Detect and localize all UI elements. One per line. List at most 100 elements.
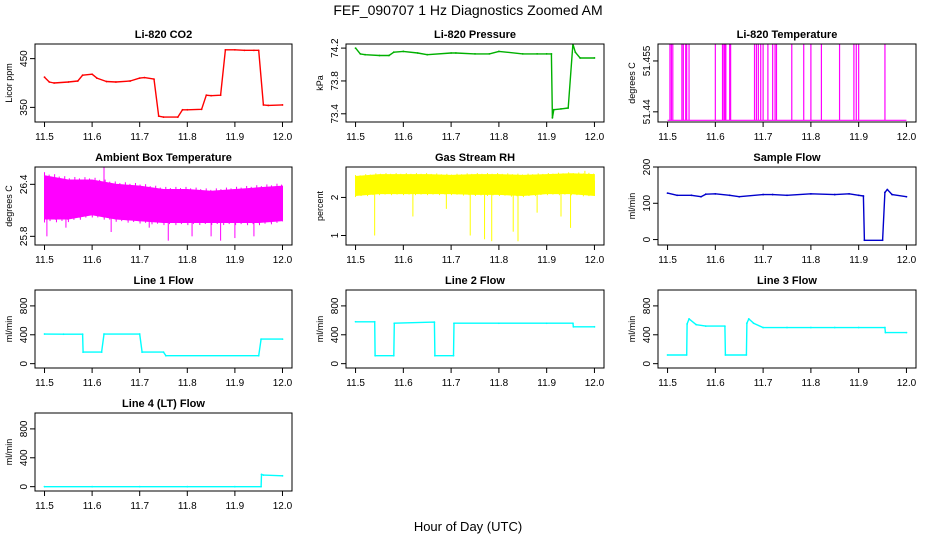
data-point (219, 94, 222, 97)
x-tick-label: 11.8 (178, 501, 197, 512)
data-point (688, 317, 690, 320)
y-tick-label: 800 (19, 420, 30, 437)
plot-frame (34, 166, 293, 246)
data-point (786, 194, 788, 197)
x-tick-label: 11.5 (658, 378, 677, 389)
data-point (373, 320, 376, 323)
panel-3: Li-820 Temperature 11.5 11.6 11.7 11.8 11.9 12… (627, 29, 917, 143)
x-tick-label: 11.6 (394, 255, 413, 266)
y-tick-label: 200 (642, 158, 653, 175)
data-point (886, 188, 889, 191)
data-point (666, 354, 669, 356)
x-tick-label: 11.7 (130, 132, 149, 143)
data-point (593, 325, 596, 328)
panel-title: Ambient Box Temperature (95, 152, 232, 164)
data-point (574, 51, 577, 54)
data-point (164, 354, 167, 357)
y-tick-label: 51.455 (642, 45, 653, 76)
y-axis-label: Licor ppm (4, 63, 14, 103)
data-point (676, 194, 679, 197)
y-axis-label: kPa (315, 75, 325, 91)
data-point (129, 80, 132, 82)
data-point (233, 48, 236, 51)
x-tick-label: 12.0 (585, 378, 605, 389)
x-tick-label: 11.7 (442, 132, 461, 143)
panel-title: Line 3 Flow (757, 275, 817, 287)
data-point (724, 354, 727, 356)
series-line (355, 44, 595, 119)
data-point (714, 192, 717, 195)
data-point (43, 485, 46, 488)
y-tick-label: 400 (330, 326, 341, 343)
data-point (863, 239, 866, 242)
data-point (186, 485, 189, 488)
x-tick-label: 11.6 (83, 132, 102, 143)
x-tick-label: 11.9 (226, 132, 245, 143)
data-point (666, 192, 669, 195)
data-point (884, 326, 886, 329)
data-point (857, 326, 860, 329)
figure-title: FEF_090707 1 Hz Diagnostics Zoomed AM (333, 2, 602, 18)
plot-frame (657, 166, 917, 246)
x-tick-label: 12.0 (897, 378, 917, 389)
x-tick-label: 11.9 (849, 132, 868, 143)
x-tick-label: 11.8 (490, 255, 509, 266)
plot-area (43, 48, 284, 119)
data-point (545, 322, 548, 325)
panel-6: Sample Flow 11.5 11.6 11.7 11.8 11.9 12.0 0 100 2… (627, 152, 917, 266)
data-point (257, 49, 260, 52)
data-point (453, 322, 455, 325)
y-tick-label: 1 (330, 232, 341, 238)
data-point (762, 193, 765, 196)
data-point (200, 108, 203, 111)
data-point (143, 76, 146, 79)
x-tick-label: 11.5 (346, 132, 365, 143)
series-line (667, 318, 907, 356)
x-tick-label: 11.9 (226, 255, 245, 266)
y-tick-label: 51.44 (642, 99, 653, 124)
data-point (354, 320, 357, 323)
data-point (686, 323, 689, 325)
plot-area (354, 44, 596, 119)
data-point (262, 104, 265, 106)
y-tick-label: 73.8 (330, 71, 341, 91)
data-point (833, 326, 836, 329)
plot-area (355, 170, 595, 242)
data-point (91, 73, 94, 76)
data-point (704, 193, 707, 196)
x-tick-label: 11.6 (83, 501, 102, 512)
data-point (552, 108, 555, 111)
y-axis-label: degrees C (4, 185, 14, 227)
x-tick-label: 11.6 (706, 255, 725, 266)
data-point (593, 57, 596, 59)
series-line (44, 473, 283, 488)
data-point (374, 354, 377, 357)
x-tick-label: 11.8 (802, 132, 821, 143)
panel-title: Li-820 Pressure (434, 29, 516, 41)
x-tick-label: 11.7 (130, 255, 149, 266)
panel-8: Line 2 Flow 11.5 11.6 11.7 11.8 11.9 12.0 0 400 8… (315, 275, 605, 389)
y-tick-label: 800 (642, 297, 653, 314)
x-tick-label: 12.0 (273, 132, 293, 143)
x-tick-label: 11.8 (490, 378, 509, 389)
data-point (105, 80, 108, 83)
data-point (695, 323, 698, 326)
data-point (281, 474, 284, 477)
x-tick-label: 11.5 (346, 255, 365, 266)
y-axis-label: ml/min (627, 316, 637, 343)
data-point (497, 322, 500, 325)
panel-title: Sample Flow (753, 152, 821, 164)
y-axis-label: ml/min (4, 316, 14, 343)
x-tick-label: 11.9 (537, 132, 556, 143)
data-point (43, 333, 46, 335)
data-point (857, 194, 860, 197)
y-tick-label: 73.4 (330, 104, 341, 124)
data-point (95, 77, 98, 80)
data-point (210, 94, 212, 97)
x-tick-label: 12.0 (585, 255, 605, 266)
x-tick-label: 11.5 (658, 132, 677, 143)
x-tick-label: 12.0 (897, 132, 917, 143)
data-point (572, 325, 575, 328)
data-point (521, 52, 524, 55)
x-tick-label: 11.5 (658, 255, 677, 266)
